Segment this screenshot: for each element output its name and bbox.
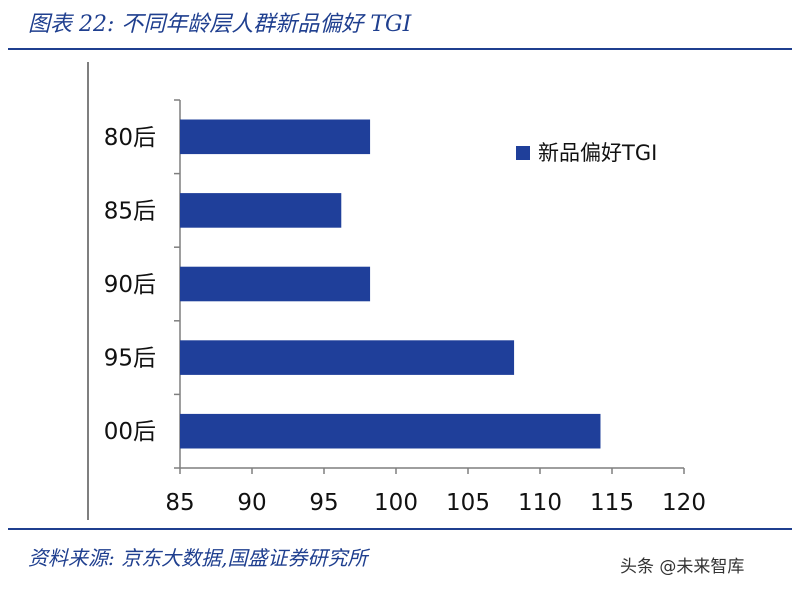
y-category-label: 95后: [104, 346, 156, 372]
bar: [180, 193, 342, 228]
bar: [180, 119, 371, 155]
x-tick-label: 95: [309, 490, 338, 516]
x-tick-label: 120: [662, 490, 706, 516]
x-tick-label: 85: [165, 490, 194, 516]
bottom-divider: [8, 528, 792, 530]
legend-swatch: [516, 146, 530, 160]
bar-chart: 80后 85后 90后 95后 00后 85 90 95 100 105 110 115 120 新品…: [87, 62, 706, 520]
x-tick-label: 105: [446, 490, 490, 516]
y-category-label: 90后: [104, 272, 156, 298]
bar: [180, 413, 601, 449]
x-tick-label: 110: [518, 490, 562, 516]
legend: 新品偏好TGI: [516, 141, 657, 165]
legend-label: 新品偏好TGI: [538, 141, 657, 165]
source-note: 资料来源: 京东大数据,国盛证券研究所: [28, 546, 368, 570]
y-category-label: 85后: [104, 198, 156, 224]
top-divider: [8, 48, 792, 50]
bar: [180, 340, 515, 375]
bar: [180, 266, 371, 302]
y-category-label: 80后: [104, 125, 156, 151]
x-tick-label: 115: [590, 490, 634, 516]
x-tick-label: 100: [374, 490, 418, 516]
y-category-label: 00后: [104, 419, 156, 445]
watermark-text: 头条 @未来智库: [620, 557, 745, 577]
figure-title: 图表 22: 不同年龄层人群新品偏好 TGI: [28, 12, 412, 37]
x-tick-label: 90: [237, 490, 266, 516]
